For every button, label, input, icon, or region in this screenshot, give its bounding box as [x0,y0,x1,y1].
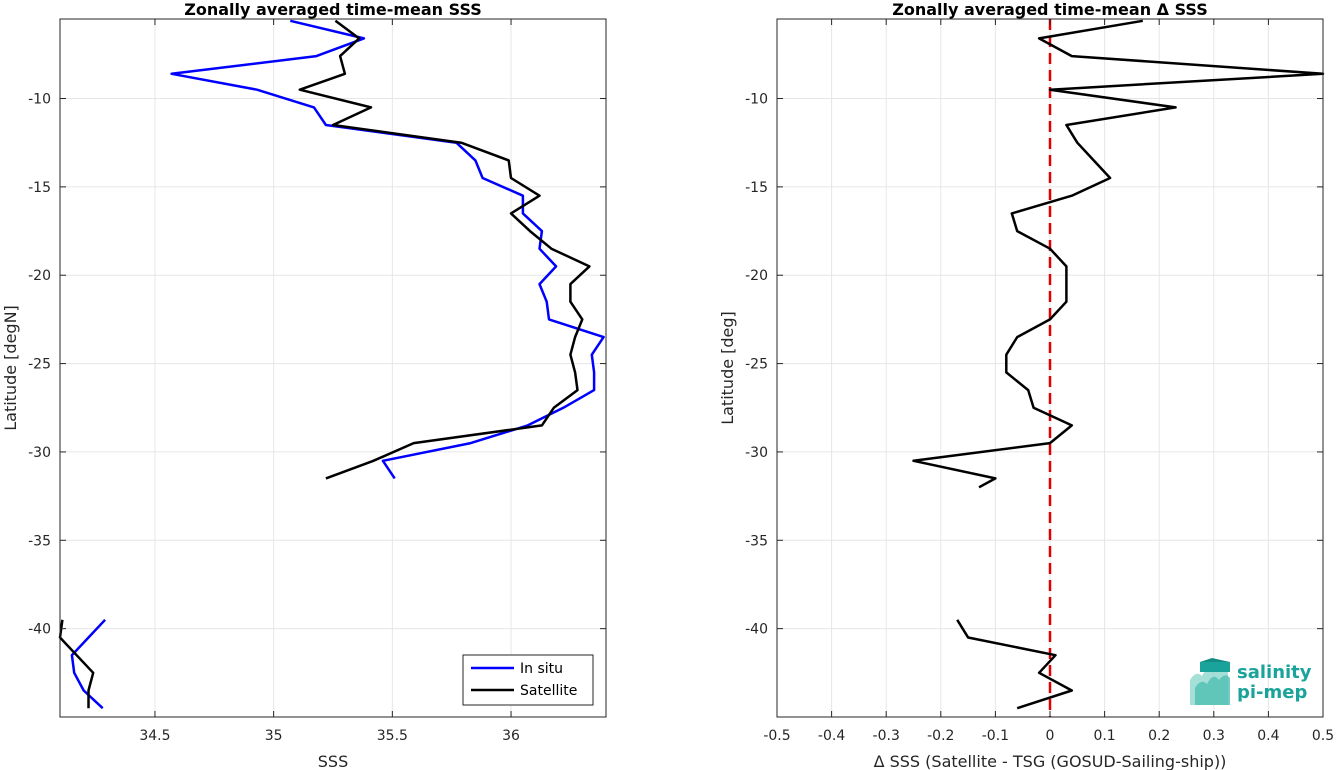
delta-sss-y-axis-label: Latitude [deg] [718,311,737,425]
delta-sss-x-tick-label: 0.4 [1257,728,1279,744]
legend-in-situ-label: In situ [520,661,563,677]
sss-y-tick-label: -40 [28,622,51,638]
logo-wave-icon [1190,658,1230,705]
delta-sss-y-tick-label: -35 [745,533,768,549]
delta-series-line [956,619,1074,710]
sss-y-tick-label: -10 [28,92,51,108]
sss-x-tick-label: 35 [265,728,283,744]
delta-sss-x-tick-label: -0.3 [873,728,900,744]
delta-sss-panel: -0.5 -0.4 -0.3 -0.2 -0.1 0 0.1 0.2 0.3 0.4 0.5 -40 -… [718,0,1334,770]
delta-sss-chart-title: Zonally averaged time-mean Δ SSS [892,0,1208,19]
satellite-series-line [298,19,591,480]
sss-y-tick-label: -15 [28,180,51,196]
delta-sss-y-tick-label: -15 [745,180,768,196]
sss-plot-area [60,19,606,717]
delta-sss-x-tick-label: -0.4 [818,728,845,744]
sss-x-tick-label: 36 [502,728,520,744]
delta-sss-lines [912,19,1325,710]
sss-panel: 34.5 35 35.5 36 -40 -35 -30 -25 -20 -15 -10 Zonall… [1,0,607,770]
sss-x-axis-label: SSS [318,752,348,770]
delta-sss-x-tick-label: 0.2 [1148,728,1170,744]
in-situ-series-line [70,618,107,710]
in-situ-series-line [170,19,605,480]
delta-sss-y-tick-label: -40 [745,622,768,638]
delta-sss-ticks: -0.5 -0.4 -0.3 -0.2 -0.1 0 0.1 0.2 0.3 0.4 0.5 -40 -… [745,19,1334,744]
sss-ticks: 34.5 35 35.5 36 -40 -35 -30 -25 -20 -15 -10 [28,19,606,744]
sss-y-tick-label: -35 [28,533,51,549]
delta-sss-y-tick-label: -10 [745,92,768,108]
sss-y-tick-label: -25 [28,357,51,373]
delta-sss-y-tick-label: -25 [745,357,768,373]
sss-legend: In situ Satellite [462,654,594,706]
sss-y-tick-label: -30 [28,445,51,461]
delta-sss-x-tick-label: 0.3 [1203,728,1225,744]
sss-y-axis-label: Latitude [degN] [1,305,20,431]
legend-satellite-label: Satellite [520,683,577,699]
sss-chart-title: Zonally averaged time-mean SSS [184,0,482,19]
delta-sss-x-tick-label: 0.1 [1093,728,1115,744]
delta-sss-x-tick-label: -0.1 [982,728,1009,744]
delta-sss-y-tick-label: -20 [745,268,768,284]
delta-sss-y-tick-label: -30 [745,445,768,461]
sss-lines [58,19,605,710]
delta-sss-x-tick-label: -0.2 [927,728,954,744]
salinity-pi-mep-logo: salinity pi-mep [1190,658,1312,705]
sss-axes-box [59,18,607,718]
delta-sss-x-tick-label: 0 [1046,728,1055,744]
logo-text-pi-mep: pi-mep [1237,682,1307,703]
delta-series-line [912,19,1325,489]
delta-sss-x-tick-label: -0.5 [763,728,790,744]
sss-y-tick-label: -20 [28,268,51,284]
logo-text-salinity: salinity [1237,662,1312,683]
delta-sss-x-tick-label: 0.5 [1312,728,1334,744]
sss-x-tick-label: 35.5 [377,728,408,744]
sss-x-tick-label: 34.5 [139,728,170,744]
delta-sss-x-axis-label: Δ SSS (Satellite - TSG (GOSUD-Sailing-sh… [874,752,1227,770]
